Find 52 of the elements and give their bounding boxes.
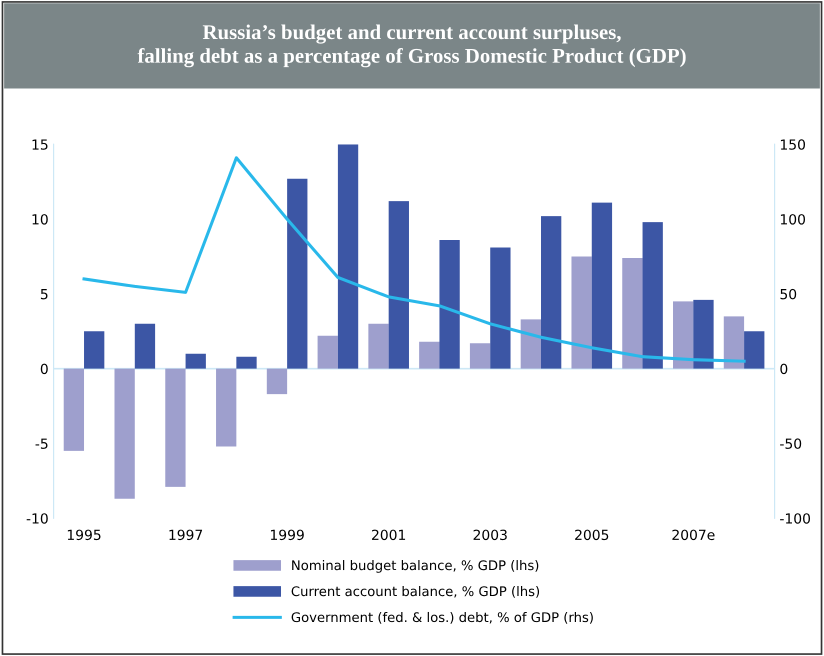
bar <box>744 331 764 369</box>
y-tick-label: 5 <box>40 289 48 300</box>
legend-label: Government (fed. & los.) debt, % of GDP (rhs) <box>292 612 593 624</box>
y-tick-label: 15 <box>32 139 48 150</box>
bar <box>216 368 236 446</box>
bar <box>470 343 490 369</box>
x-tick-label: 1995 <box>68 530 100 540</box>
y-tick-label: 10 <box>32 214 48 225</box>
bar <box>338 144 358 369</box>
bar <box>266 368 288 394</box>
x-tick-label: 2005 <box>575 530 608 540</box>
bar <box>368 324 389 369</box>
legend-label: Current account balance, % GDP (lhs) <box>292 586 540 598</box>
bar <box>419 342 440 369</box>
bar <box>114 368 135 499</box>
bar <box>388 201 409 369</box>
bar <box>84 331 104 369</box>
y2-tick-label: -100 <box>780 513 810 524</box>
x-tick-label: 1999 <box>270 530 304 540</box>
bar <box>540 216 562 369</box>
chart-title: Russia’s budget and current account surpluses, falling debt as a percentage of Gross Domestic Product (GDP) <box>138 24 686 68</box>
x-tick-label: 2003 <box>474 530 507 540</box>
bar <box>520 319 541 369</box>
line-series <box>82 156 746 363</box>
bar <box>693 300 714 369</box>
bar <box>592 202 612 369</box>
bar <box>622 258 643 369</box>
y-tick-label: -5 <box>36 438 48 449</box>
x-tick-label: 1997 <box>169 530 202 540</box>
y-tick-label: -10 <box>26 513 48 524</box>
bar <box>571 256 592 369</box>
y2-tick-label: -50 <box>780 438 802 449</box>
y2-tick-label: 150 <box>780 139 806 150</box>
y2-tick-label: 0 <box>780 364 788 374</box>
bar <box>642 222 663 369</box>
bar <box>186 354 206 369</box>
bar <box>724 316 744 369</box>
bar <box>165 368 186 487</box>
bar <box>318 336 338 369</box>
bar <box>490 248 511 369</box>
bar <box>673 301 694 369</box>
x-tick-label: 2007e <box>672 530 715 540</box>
x-tick-label: 2001 <box>372 530 406 540</box>
bar <box>439 240 460 369</box>
y2-tick-label: 100 <box>780 214 806 225</box>
y-tick-label: 0 <box>40 364 48 374</box>
bar <box>64 368 84 451</box>
legend-label: Nominal budget balance, % GDP (lhs) <box>292 560 538 573</box>
bar <box>134 324 156 369</box>
bar <box>236 356 257 369</box>
y2-tick-label: 50 <box>780 288 796 300</box>
bar <box>287 178 308 369</box>
